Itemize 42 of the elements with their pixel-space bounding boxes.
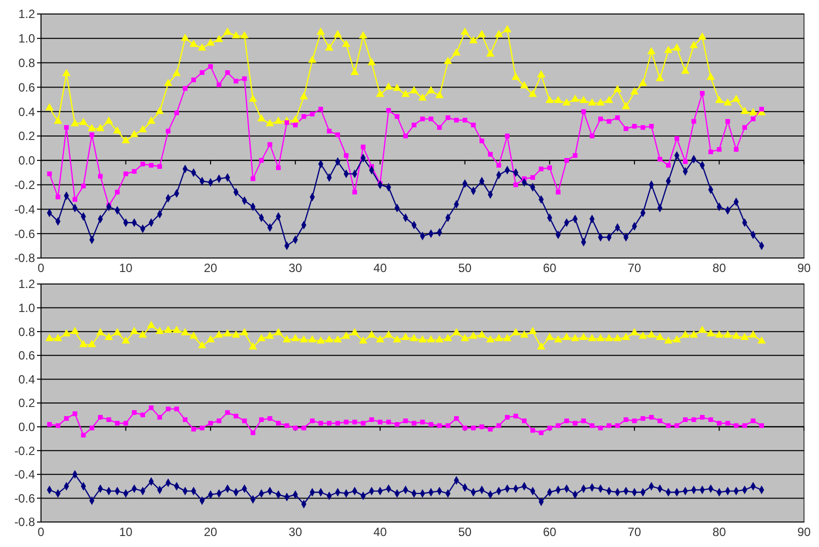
x-tick-label: 80 [712,261,726,275]
y-tick-label: -0.4 [14,468,36,482]
y-tick-label: -0.4 [14,202,36,216]
y-tick-label: -0.2 [14,178,36,192]
y-tick-label: 0.4 [18,104,36,119]
y-tick-label: -0.8 [14,515,36,530]
x-tick-label: 40 [373,261,388,275]
x-tick-label: 90 [797,525,811,539]
x-tick-label: 30 [288,261,302,275]
x-tick-label: 50 [458,261,472,275]
x-tick-label: 60 [542,525,557,539]
x-tick-label: 70 [628,525,642,539]
x-tick-label: 20 [204,261,218,275]
y-tick-label: 0.8 [18,56,36,70]
x-tick-label: 90 [797,261,811,275]
x-tick-label: 80 [712,525,726,539]
x-tick-label: 10 [119,261,133,275]
x-tick-label: 10 [119,525,133,539]
y-tick-label: 0.6 [18,80,36,94]
x-tick-label: 40 [373,525,388,539]
x-tick-label: 0 [38,525,45,539]
y-tick-label: 0.2 [18,129,36,144]
y-tick-label: 0.6 [18,348,36,363]
y-tick-label: -0.6 [14,491,36,506]
y-tick-label: 0.2 [18,396,36,410]
y-tick-label: -0.8 [14,251,36,266]
y-tick-label: 0.0 [18,420,36,434]
x-tick-label: 60 [542,261,557,275]
x-tick-label: 50 [458,525,472,539]
x-tick-label: 30 [288,525,302,539]
y-tick-label: -0.6 [14,226,36,241]
x-tick-label: 0 [38,261,45,275]
y-tick-label: 0.4 [18,372,36,386]
y-tick-label: 1.0 [18,301,36,315]
y-tick-label: 1.2 [18,277,36,292]
x-tick-label: 70 [628,261,642,275]
x-tick-label: 20 [204,525,218,539]
y-tick-label: 1.2 [18,7,36,22]
y-tick-label: 1.0 [18,32,36,46]
y-tick-label: 0.8 [18,324,36,339]
y-tick-label: -0.2 [14,444,36,458]
y-tick-label: 0.0 [18,154,36,168]
